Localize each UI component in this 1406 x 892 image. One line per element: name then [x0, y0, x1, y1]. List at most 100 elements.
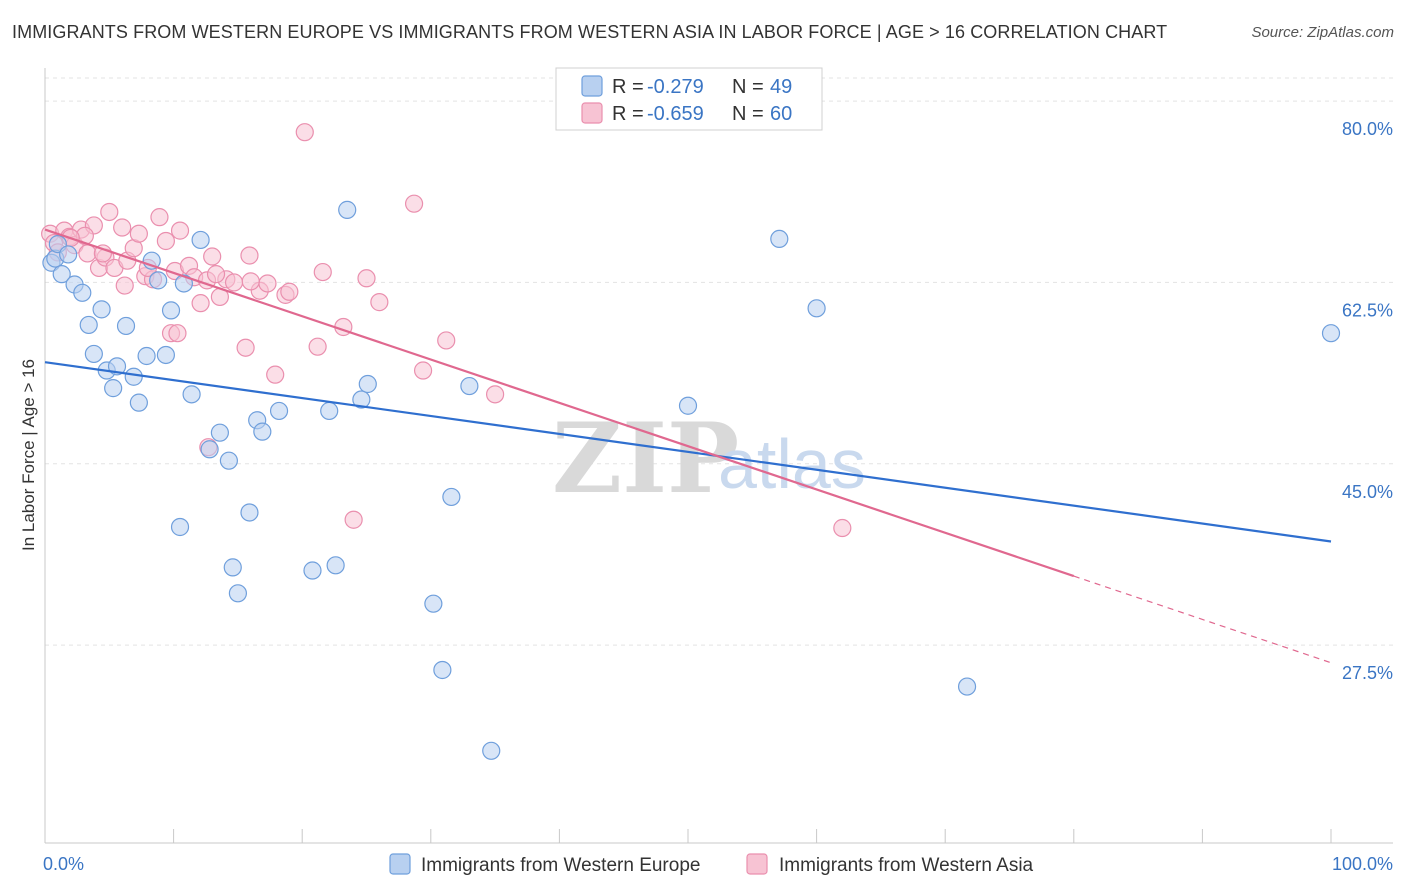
pink-point-39	[313, 262, 332, 282]
pink-point-16	[129, 224, 148, 243]
pink-point-57	[93, 244, 112, 263]
watermark: ZIP atlas	[552, 402, 866, 515]
pink-point-30	[224, 273, 244, 292]
blue-point-9	[92, 300, 111, 319]
blue-point-42	[442, 487, 461, 507]
pink-point-44	[413, 361, 433, 380]
blue-point-38	[352, 390, 371, 409]
blue-point-41	[433, 660, 452, 680]
pink-trend-line	[44, 228, 1075, 578]
blue-point-25	[200, 440, 219, 459]
blue-point-7	[79, 315, 98, 335]
pink-point-11	[100, 202, 119, 222]
blue-point-23	[182, 385, 201, 404]
legend-n-value-1: 49	[770, 76, 792, 98]
bottom-legend-swatch-pink	[746, 853, 768, 875]
trend-lines	[44, 228, 1332, 664]
blue-point-16	[137, 346, 156, 366]
blue-point-24	[191, 230, 210, 250]
pink-point-13	[113, 218, 132, 237]
pink-point-42	[370, 293, 389, 312]
legend-swatch-pink	[581, 102, 603, 124]
pink-point-20	[156, 231, 175, 251]
bottom-legend-swatch-blue	[389, 853, 411, 875]
legend-r-value-2: -0.659	[647, 103, 704, 125]
y-tick-label-3: 27.5%	[1342, 663, 1393, 683]
bottom-legend-label-pink: Immigrants from Western Asia	[779, 855, 1034, 876]
blue-point-13	[116, 316, 136, 336]
chart-title: IMMIGRANTS FROM WESTERN EUROPE VS IMMIGR…	[12, 22, 1168, 42]
blue-point-20	[161, 301, 181, 320]
blue-point-18	[149, 271, 168, 290]
legend-n-label-1: N =	[732, 76, 764, 98]
x-tick-labels: 0.0% 100.0%	[43, 854, 1393, 874]
blue-point-21	[170, 517, 190, 537]
blue-point-34	[303, 561, 322, 580]
pink-point-46	[486, 385, 505, 404]
pink-point-31	[236, 338, 255, 357]
pink-point-56	[168, 324, 187, 343]
x-tick-label-1: 100.0%	[1332, 854, 1393, 874]
bottom-legend-label-blue: Immigrants from Western Europe	[421, 855, 700, 876]
blue-point-46	[770, 229, 789, 249]
blue-point-36	[326, 556, 345, 575]
pink-point-37	[295, 123, 314, 142]
pink-point-49	[833, 518, 852, 538]
blue-point-39	[358, 374, 377, 394]
blue-point-3	[52, 265, 71, 284]
pink-point-7	[78, 244, 97, 263]
pink-point-43	[404, 194, 424, 213]
legend-n-value-2: 60	[770, 103, 792, 125]
blue-point-27	[219, 451, 238, 470]
blue-point-37	[338, 200, 357, 219]
pink-point-38	[308, 337, 327, 356]
pink-trend-extension	[1073, 575, 1332, 664]
pink-point-45	[437, 331, 456, 350]
blue-point-35	[320, 401, 339, 421]
pink-point-55	[206, 265, 226, 284]
blue-point-32	[253, 422, 272, 441]
y-tick-label-0: 80.0%	[1342, 119, 1393, 139]
y-tick-labels: 80.0% 62.5% 45.0% 27.5%	[1342, 119, 1393, 683]
axes	[44, 68, 1393, 844]
y-tick-label-2: 45.0%	[1342, 482, 1393, 502]
x-tick-label-0: 0.0%	[43, 854, 84, 874]
source-credit: Source: ZipAtlas.com	[1251, 24, 1394, 41]
series-legend: Immigrants from Western Europe Immigrant…	[389, 853, 1034, 876]
pink-point-34	[258, 274, 277, 293]
pink-point-27	[203, 247, 222, 266]
pink-point-41	[357, 269, 376, 288]
blue-point-43	[460, 376, 479, 396]
blue-point-49	[1321, 324, 1341, 343]
blue-point-45	[678, 396, 698, 415]
series-western-europe-points	[42, 200, 1341, 760]
blue-point-11	[104, 379, 123, 398]
blue-point-30	[240, 503, 259, 522]
grid-lines	[45, 77, 1393, 646]
blue-point-6	[73, 283, 92, 302]
legend-swatch-blue	[581, 75, 603, 97]
blue-point-28	[223, 558, 242, 577]
blue-point-40	[424, 594, 443, 613]
blue-point-26	[210, 423, 229, 442]
blue-point-29	[228, 584, 247, 603]
blue-point-8	[84, 344, 103, 364]
pink-point-35	[266, 365, 285, 384]
blue-point-19	[156, 345, 175, 365]
watermark-zip: ZIP	[552, 402, 739, 515]
blue-point-4	[59, 245, 78, 264]
blue-point-44	[482, 741, 501, 760]
legend-n-label-2: N =	[732, 103, 764, 125]
blue-point-47	[807, 299, 826, 318]
y-axis-title: In Labor Force | Age > 16	[19, 359, 38, 551]
blue-point-14	[124, 367, 143, 386]
blue-point-33	[269, 401, 289, 421]
pink-point-48	[344, 510, 363, 529]
pink-point-32	[240, 246, 259, 265]
y-tick-label-1: 62.5%	[1342, 300, 1393, 320]
series-western-asia-points	[41, 123, 852, 538]
legend-r-label-2: R =	[612, 103, 644, 125]
blue-point-15	[129, 393, 148, 412]
correlation-legend: R = -0.279 N = 49 R = -0.659 N = 60	[555, 67, 823, 131]
